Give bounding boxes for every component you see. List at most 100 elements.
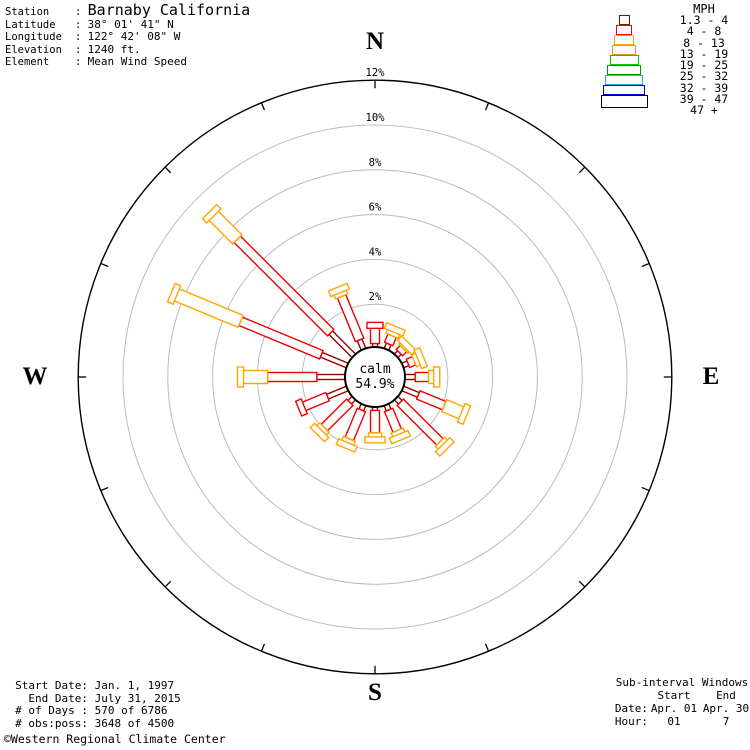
ring-label-2pct: 2% bbox=[369, 291, 382, 303]
period-row-value: 3648 of 4500 bbox=[88, 716, 175, 730]
subinterval-row-label: Hour: bbox=[614, 715, 648, 728]
subinterval-row-end: 7 bbox=[722, 715, 730, 728]
direction-bar-NNE bbox=[382, 321, 407, 353]
ring-tick bbox=[641, 486, 650, 492]
ring-tick bbox=[578, 580, 586, 588]
subinterval-row-start: Apr. 01 bbox=[650, 702, 698, 715]
bar-end-cap bbox=[309, 422, 330, 443]
bar-segment bbox=[415, 389, 447, 411]
subinterval-title: Sub-interval Windows bbox=[615, 676, 749, 689]
station-row-value: 1240 ft. bbox=[87, 42, 141, 56]
subinterval-col-start: Start bbox=[657, 689, 691, 702]
station-row-colon: : bbox=[75, 56, 88, 69]
station-row-label: Longitude bbox=[5, 31, 62, 44]
legend-pyramid-step bbox=[605, 75, 643, 85]
legend-pyramid-step bbox=[614, 35, 634, 45]
period-info: Start Date: Jan. 1, 1997 End Date: July 3… bbox=[4, 679, 181, 731]
legend-range-label: 8 - 13 bbox=[683, 35, 725, 50]
copyright-text: ©Western Regional Climate Center bbox=[4, 732, 226, 746]
station-row-colon: : bbox=[75, 18, 88, 31]
bar-end-cap bbox=[434, 436, 455, 457]
bar-end-cap bbox=[294, 398, 309, 417]
bar-end-cap bbox=[364, 436, 386, 444]
period-row: # of Days : 570 of 6786 bbox=[4, 704, 181, 718]
calm-label: calm bbox=[359, 362, 390, 377]
legend-pyramid-step bbox=[609, 55, 639, 65]
legend-range-label: 32 - 39 bbox=[679, 80, 729, 95]
legend-pyramid-step bbox=[600, 95, 648, 108]
direction-bar-NW bbox=[201, 203, 358, 360]
bar-end-cap bbox=[383, 321, 407, 337]
station-row: Longitude: 122° 42' 08" W bbox=[5, 29, 250, 44]
subinterval-row-start: 01 bbox=[667, 715, 681, 728]
calm-percent: 54.9% bbox=[355, 377, 394, 392]
period-row-value: 570 of 6786 bbox=[88, 704, 168, 718]
bar-end-cap bbox=[456, 402, 472, 426]
direction-bar-W bbox=[236, 366, 347, 388]
station-row: Element: Mean Wind Speed bbox=[5, 54, 250, 69]
period-row: Start Date: Jan. 1, 1997 bbox=[4, 679, 181, 693]
bar-segment bbox=[369, 409, 381, 434]
ring-10pct bbox=[122, 124, 628, 630]
bar-end-cap bbox=[236, 366, 245, 388]
station-row-value: Barnaby California bbox=[87, 1, 251, 19]
station-row-value: 38° 01' 41" N bbox=[87, 17, 174, 31]
subinterval-row: Date: Apr. 01 Apr. 30 bbox=[602, 702, 750, 715]
ring-label-10pct: 10% bbox=[366, 112, 386, 124]
bar-end-cap bbox=[201, 203, 222, 224]
bar-end-cap bbox=[335, 437, 358, 453]
station-row-label: Station bbox=[5, 6, 50, 18]
legend-pyramid-step bbox=[618, 15, 630, 25]
station-row-label: Latitude bbox=[5, 18, 56, 31]
bar-segment bbox=[266, 371, 318, 383]
station-row-colon: : bbox=[75, 31, 88, 44]
station-row-value: 122° 42' 08" W bbox=[87, 30, 181, 44]
ring-label-4pct: 4% bbox=[369, 246, 382, 258]
station-row-value: Mean Wind Speed bbox=[87, 55, 187, 69]
direction-bar-SE bbox=[392, 394, 455, 457]
legend-pyramid-step bbox=[616, 25, 632, 35]
ring-tick bbox=[641, 262, 650, 268]
bar-segment bbox=[383, 407, 403, 434]
direction-bar-WNW bbox=[166, 282, 351, 370]
ring-tick bbox=[260, 643, 266, 652]
ring-tick bbox=[484, 643, 490, 652]
direction-bar-ESE bbox=[399, 384, 472, 426]
ring-tick bbox=[164, 166, 172, 174]
compass-label-N: N bbox=[366, 28, 384, 55]
station-row-colon: : bbox=[75, 43, 88, 56]
ring-6pct bbox=[212, 214, 538, 540]
station-row: Latitude: 38° 01' 41" N bbox=[5, 17, 250, 31]
legend-pyramid-step bbox=[602, 85, 646, 95]
bar-end-cap bbox=[327, 282, 351, 298]
legend-range-label: 19 - 25 bbox=[679, 58, 729, 73]
period-row-label: # obs:poss: bbox=[15, 716, 88, 730]
legend-range-label: 47 + bbox=[690, 103, 718, 118]
ring-tick bbox=[260, 102, 266, 111]
ring-label-8pct: 8% bbox=[369, 157, 382, 169]
bar-end-cap bbox=[413, 346, 429, 370]
legend-range-label: 13 - 19 bbox=[679, 46, 729, 61]
bar-segment bbox=[320, 398, 354, 432]
direction-bar-SW bbox=[309, 394, 358, 443]
legend-pyramid-step bbox=[607, 65, 641, 75]
station-row-colon: : bbox=[75, 6, 88, 18]
period-row: # obs:poss: 3648 of 4500 bbox=[4, 716, 181, 731]
ring-8pct bbox=[167, 169, 583, 585]
period-row: End Date: July 31, 2015 bbox=[4, 692, 180, 706]
compass-label-S: S bbox=[368, 679, 382, 706]
ring-tick bbox=[578, 166, 586, 174]
direction-bar-E bbox=[403, 366, 441, 388]
direction-bar-SSW bbox=[335, 401, 368, 453]
bar-segment bbox=[237, 316, 324, 360]
ring-tick bbox=[484, 102, 490, 111]
legend-pyramid bbox=[596, 3, 652, 108]
ring-tick bbox=[100, 486, 109, 492]
bar-end-cap bbox=[366, 321, 384, 330]
legend-range-label: 1.3 - 4 bbox=[679, 13, 729, 27]
